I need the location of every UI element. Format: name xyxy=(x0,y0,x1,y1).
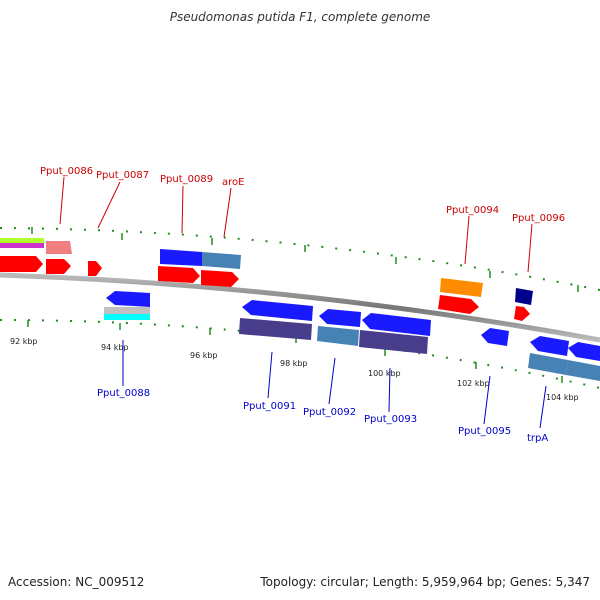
scale-label-96: 96 kbp xyxy=(190,351,218,360)
leader-lines-top xyxy=(59,176,533,273)
gene-features-bottom xyxy=(104,291,600,381)
gene-label-pput-0091[interactable]: Pput_0091 xyxy=(243,401,296,412)
gene-label-pput-0095[interactable]: Pput_0095 xyxy=(458,426,511,437)
gene-label-pput-0087[interactable]: Pput_0087 xyxy=(96,170,149,181)
scale-label-102: 102 kbp xyxy=(457,379,490,388)
gene-label-pput-0086[interactable]: Pput_0086 xyxy=(40,166,93,177)
gene-label-aroe[interactable]: aroE xyxy=(222,177,244,188)
gene-label-pput-0096[interactable]: Pput_0096 xyxy=(512,213,565,224)
scale-label-100: 100 kbp xyxy=(368,369,401,378)
scale-label-104: 104 kbp xyxy=(546,393,579,402)
scale-label-98: 98 kbp xyxy=(280,359,308,368)
gene-label-pput-0092[interactable]: Pput_0092 xyxy=(303,407,356,418)
genome-backbone xyxy=(0,272,600,343)
scale-track-top xyxy=(0,227,600,292)
gene-features-top xyxy=(0,238,533,321)
gene-label-pput-0089[interactable]: Pput_0089 xyxy=(160,174,213,185)
leader-lines-bottom xyxy=(122,340,547,429)
scale-label-94: 94 kbp xyxy=(101,343,129,352)
scale-label-92: 92 kbp xyxy=(10,337,38,346)
map-title: Pseudomonas putida F1, complete genome xyxy=(169,10,431,24)
accession-text: Accession: NC_009512 xyxy=(8,575,145,589)
gene-label-trpa[interactable]: trpA xyxy=(527,433,548,444)
gene-label-pput-0094[interactable]: Pput_0094 xyxy=(446,205,499,216)
gene-label-pput-0093[interactable]: Pput_0093 xyxy=(364,414,417,425)
genome-info-text: Topology: circular; Length: 5,959,964 bp… xyxy=(260,575,590,589)
gene-label-pput-0088[interactable]: Pput_0088 xyxy=(97,388,150,399)
